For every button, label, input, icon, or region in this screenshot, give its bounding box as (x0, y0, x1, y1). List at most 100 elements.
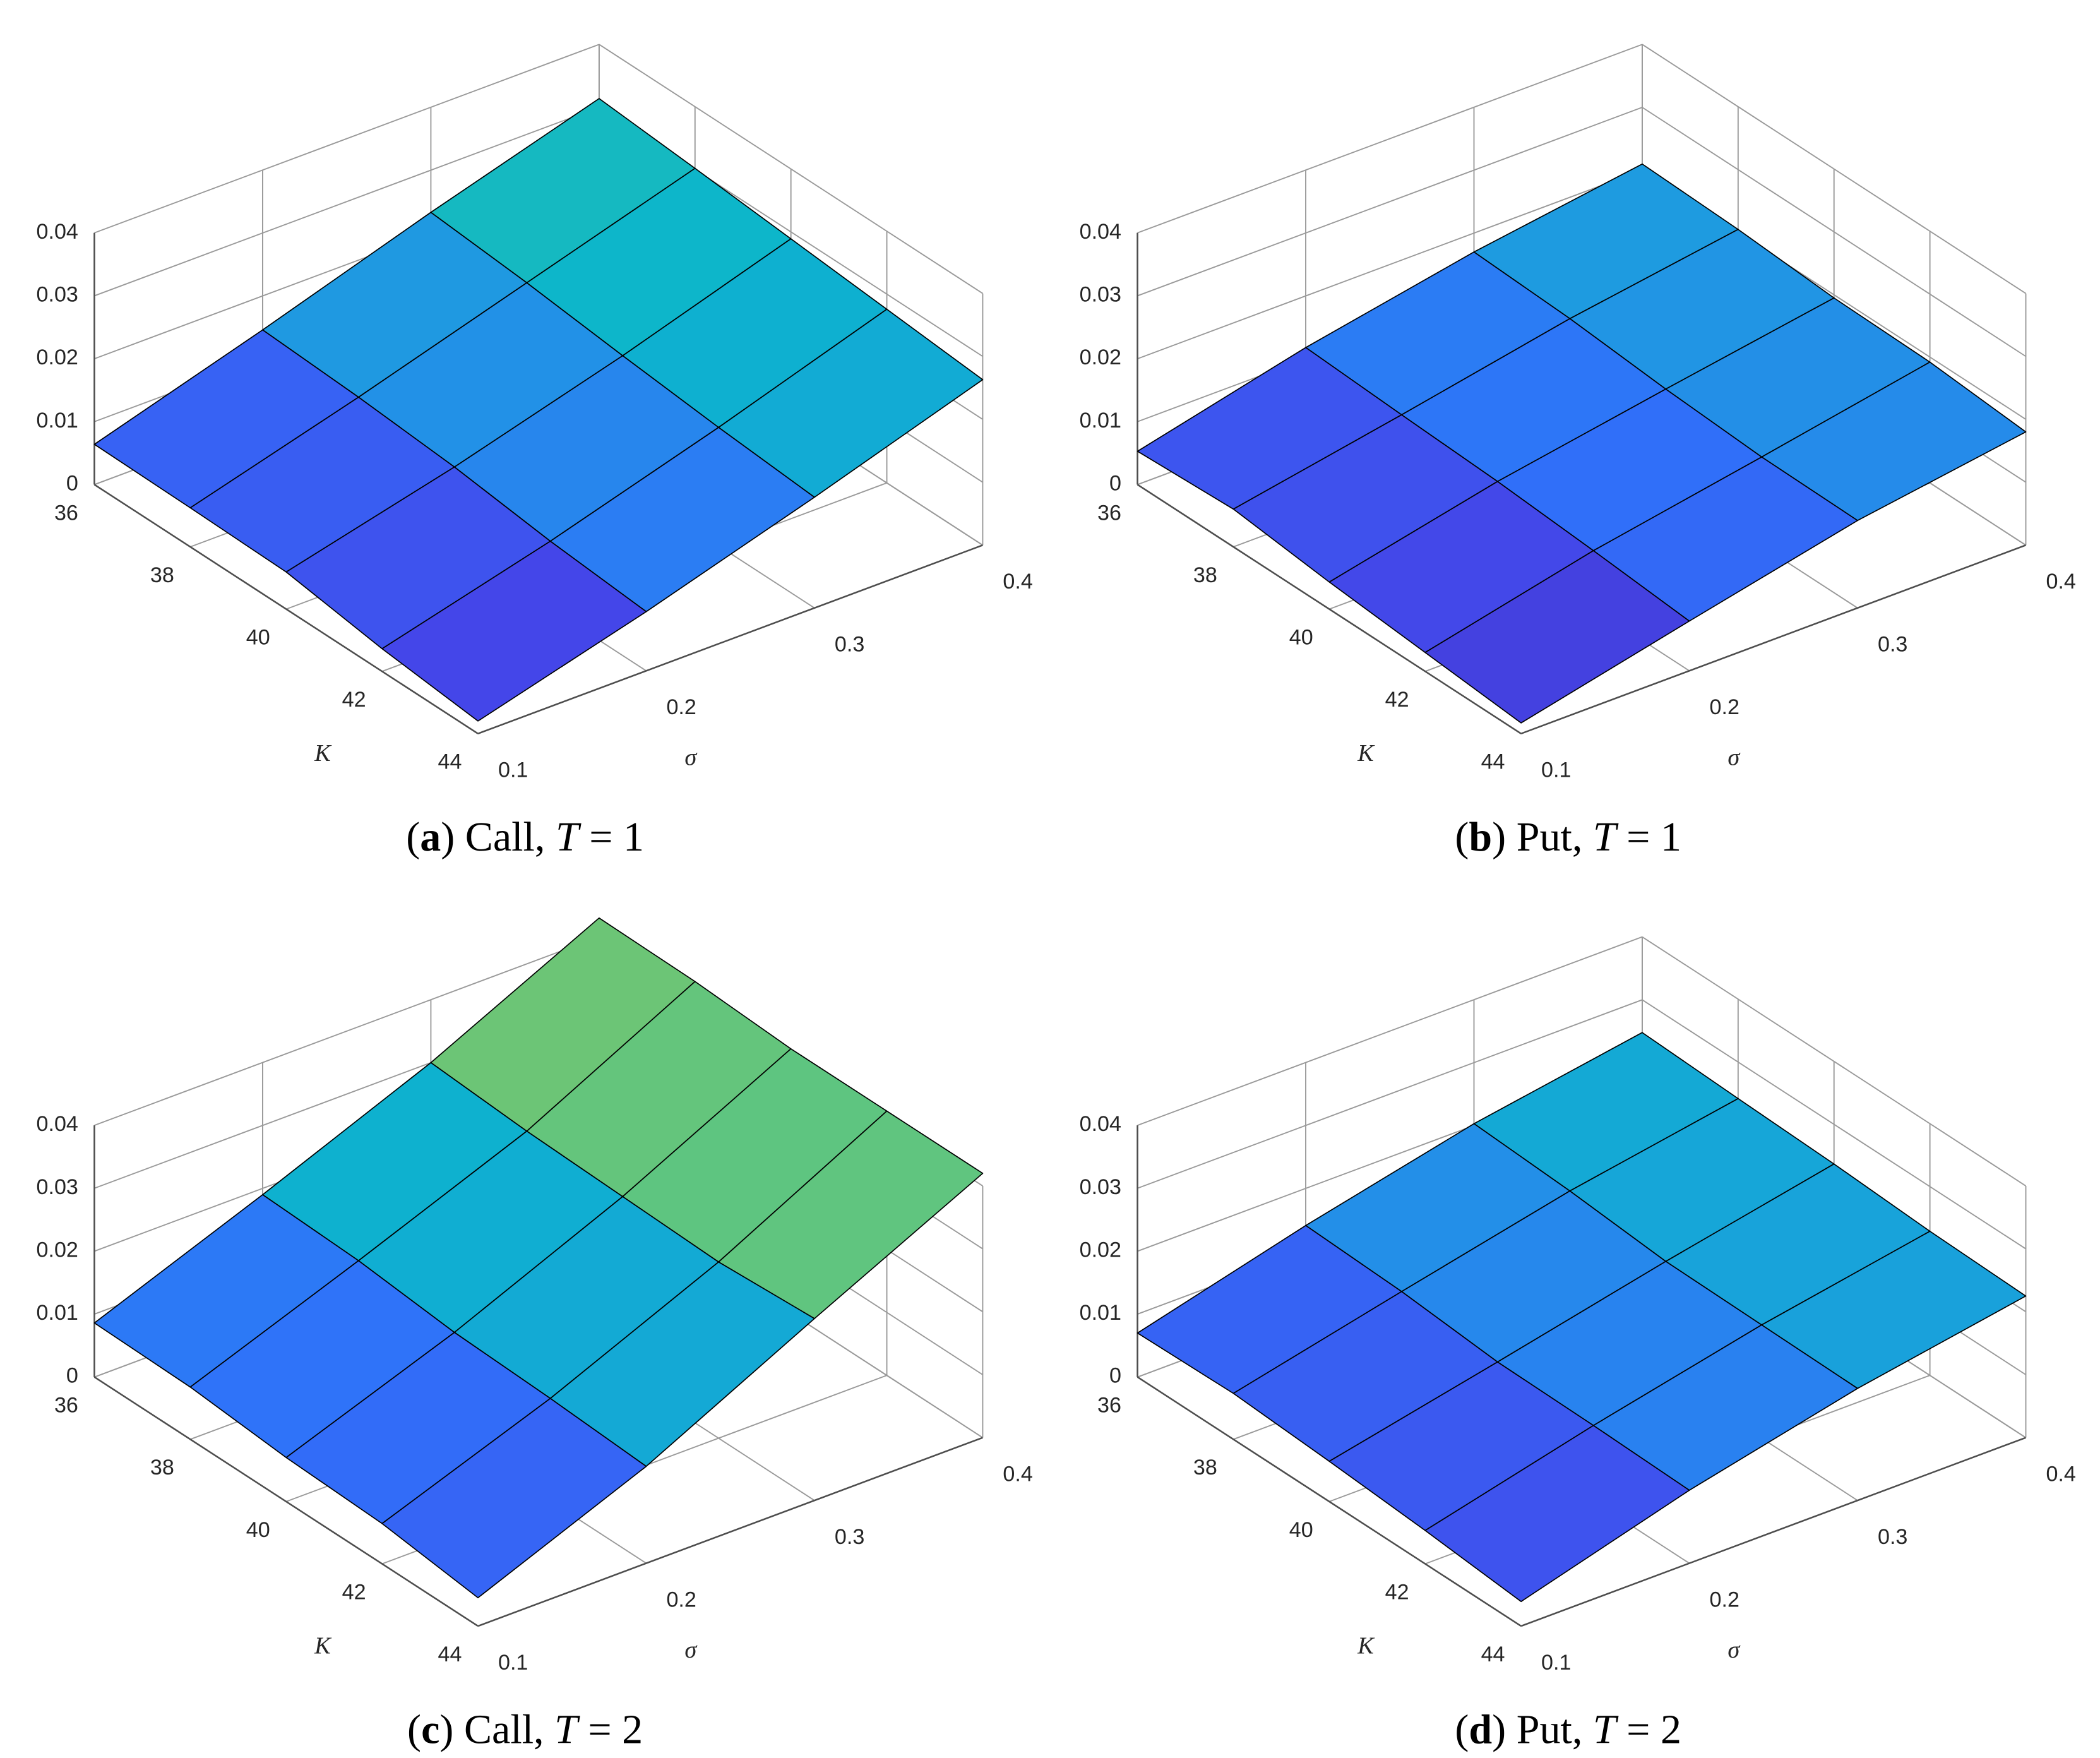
x-axis-label: K (314, 1632, 332, 1659)
axis-line (1520, 1437, 2026, 1627)
grid-line (94, 107, 600, 297)
x-tick-label: 36 (54, 501, 78, 525)
z-tick-label: 0.04 (37, 1112, 78, 1136)
x-tick-label: 42 (1385, 1580, 1409, 1604)
z-tick-label: 0.04 (1080, 1112, 1121, 1136)
x-tick-label: 36 (54, 1394, 78, 1418)
y-axis-label: σ (1727, 1637, 1741, 1663)
panel: 0 0.01 0.02 0.03 0.04 36 38 40 42 44 0.1 0.2 0.3 0.4 K… (37, 917, 1033, 1753)
x-tick-label: 42 (342, 1580, 366, 1604)
x-tick-label: 44 (438, 1642, 462, 1666)
z-tick-label: 0.03 (37, 282, 78, 306)
y-tick-label: 0.2 (666, 695, 696, 719)
y-tick-label: 0.2 (666, 1588, 696, 1612)
y-tick-label: 0.3 (1878, 1525, 1907, 1549)
y-tick-label: 0.1 (1541, 1651, 1571, 1675)
grid-line (1137, 936, 1643, 1126)
z-tick-label: 0.01 (37, 409, 78, 433)
y-axis-label: σ (684, 744, 698, 771)
x-tick-label: 44 (1481, 750, 1505, 774)
axis-line (477, 544, 983, 734)
y-tick-label: 0.1 (1541, 758, 1571, 782)
caption-part: b (1469, 814, 1492, 860)
x-tick-label: 40 (246, 1518, 270, 1542)
z-tick-label: 0 (66, 471, 78, 495)
panel: 0 0.01 0.02 0.03 0.04 36 38 40 42 44 0.1 0.2 0.3 0.4 K… (1080, 44, 2076, 860)
caption-part: T (554, 1707, 580, 1753)
caption-part: = 2 (1616, 1707, 1681, 1753)
z-tick-label: 0 (1109, 1364, 1121, 1388)
caption-part: ) Put, (1492, 814, 1593, 860)
z-tick-label: 0.04 (1080, 220, 1121, 244)
axis-line (1137, 1376, 1522, 1627)
grid-line (1137, 44, 1643, 234)
caption-part: T (1593, 814, 1619, 860)
x-tick-label: 40 (246, 626, 270, 650)
caption-part: d (1469, 1707, 1492, 1753)
z-tick-label: 0 (1109, 471, 1121, 495)
x-axis-label: K (314, 740, 332, 767)
x-tick-label: 38 (150, 563, 174, 587)
y-tick-label: 0.3 (835, 1525, 864, 1549)
grid-line (1137, 169, 1643, 359)
surface-patch (381, 541, 647, 722)
axis-line (1520, 544, 2026, 734)
caption-part: = 1 (1616, 814, 1681, 860)
x-tick-label: 40 (1289, 626, 1313, 650)
surface-patch (1424, 550, 1690, 724)
y-axis-label: σ (1727, 744, 1741, 771)
z-tick-label: 0.03 (1080, 1175, 1121, 1199)
z-tick-label: 0.03 (1080, 282, 1121, 306)
grid-line (94, 936, 600, 1126)
x-tick-label: 44 (438, 750, 462, 774)
caption: (b) Put, T = 1 (1455, 814, 1681, 860)
y-tick-label: 0.4 (2046, 1462, 2075, 1486)
y-tick-label: 0.2 (1710, 695, 1739, 719)
caption-part: ( (407, 1707, 421, 1753)
z-tick-label: 0.01 (1080, 1301, 1121, 1325)
y-axis-label: σ (684, 1637, 698, 1663)
z-tick-label: 0.02 (1080, 345, 1121, 369)
x-tick-label: 42 (1385, 688, 1409, 712)
caption-part: = 1 (579, 814, 644, 860)
y-tick-label: 0.3 (1878, 633, 1907, 657)
axis-line (1137, 484, 1522, 734)
axis-line (93, 484, 479, 734)
grid-line (1137, 999, 1643, 1189)
caption-part: T (1593, 1707, 1619, 1753)
z-tick-label: 0.03 (37, 1175, 78, 1199)
caption-part: a (420, 814, 441, 860)
x-tick-label: 36 (1097, 501, 1121, 525)
x-tick-label: 38 (150, 1456, 174, 1480)
grid-line (1642, 44, 2027, 294)
grid-line (94, 44, 600, 234)
caption-part: ( (1455, 1707, 1469, 1753)
caption: (d) Put, T = 2 (1455, 1707, 1681, 1753)
y-tick-label: 0.4 (1003, 570, 1032, 594)
caption-part: ) Call, (441, 814, 556, 860)
surface-patch (381, 1397, 647, 1599)
panel: 0 0.01 0.02 0.03 0.04 36 38 40 42 44 0.1 0.2 0.3 0.4 K… (1080, 936, 2076, 1753)
z-tick-label: 0.04 (37, 220, 78, 244)
y-tick-label: 0.4 (1003, 1462, 1032, 1486)
caption-part: ( (406, 814, 420, 860)
z-tick-label: 0.01 (37, 1301, 78, 1325)
caption-part: c (421, 1707, 439, 1753)
x-tick-label: 42 (342, 688, 366, 712)
caption-part: ) Call, (439, 1707, 554, 1753)
z-tick-label: 0.02 (37, 345, 78, 369)
caption: (c) Call, T = 2 (407, 1707, 643, 1753)
axis-line (93, 1376, 479, 1627)
y-tick-label: 0.1 (498, 1651, 528, 1675)
caption-part: ( (1455, 814, 1469, 860)
x-tick-label: 38 (1193, 563, 1217, 587)
caption-part: T (556, 814, 582, 860)
y-tick-label: 0.4 (2046, 570, 2075, 594)
x-tick-label: 44 (1481, 1642, 1505, 1666)
y-tick-label: 0.3 (835, 633, 864, 657)
x-tick-label: 36 (1097, 1394, 1121, 1418)
y-tick-label: 0.2 (1710, 1588, 1739, 1612)
x-tick-label: 40 (1289, 1518, 1313, 1542)
z-tick-label: 0 (66, 1364, 78, 1388)
